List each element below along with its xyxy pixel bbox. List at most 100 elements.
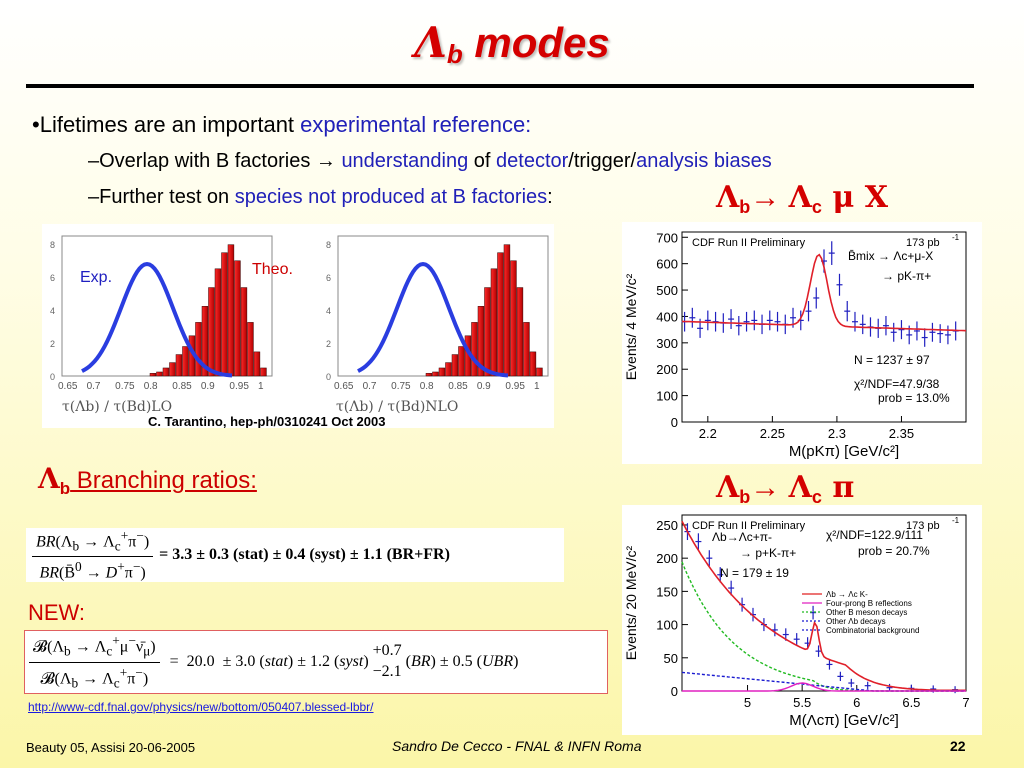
x-tick-label: 0.7 [363,381,377,392]
x-tick-label: 2.25 [760,426,785,441]
y-tick-label: 0 [326,372,331,382]
histogram-bar [490,268,498,377]
y-tick-label: 100 [656,618,678,633]
annotation-yield: N = 1237 ± 97 [854,353,930,367]
x-tick-label: 0.85 [448,381,468,392]
histogram-bar [175,354,183,377]
histogram-bar [536,367,543,377]
plot-luminosity: 173 pb [906,237,940,249]
legend-entry: Combinatorial background [826,626,919,635]
experimental-curve [81,261,233,378]
y-tick-label: 400 [656,309,678,324]
lifetime-panel: 8 6 4 2 0 0.65 0.7 0.75 0.8 0.85 0.9 0.95 1 8 6 4 2 0 0.6… [42,224,554,429]
y-tick-label: 300 [656,336,678,351]
decay-label-hadronic: Λb→ Λc π [716,470,855,507]
annotation-decay: Λb→Λc+π- [712,530,772,544]
plot-title: CDF Run II Preliminary [692,237,806,249]
histogram-bar [477,306,485,377]
x-tick-label: 2.35 [889,426,914,441]
x-tick-label: 2.3 [828,426,846,441]
footer-page-number: 22 [950,738,966,754]
plot-title: CDF Run II Preliminary [692,520,806,532]
legend-entry: Four-prong B reflections [826,599,912,608]
theo-label: Theo. [252,261,293,278]
plot-lambda-c-pi-mass-svg: 0 50 100 150 200 250 5 5.5 6 6.5 7 CDF Run II Preli… [623,514,970,729]
reference-link[interactable]: http://www-cdf.fnal.gov/physics/new/bott… [28,700,374,714]
plot-luminosity-exponent: -1 [952,516,960,525]
fit-curve [681,253,967,332]
y-tick-label: 0 [671,415,678,430]
histogram-bar [247,322,254,377]
bullet-overlap: –Overlap with B factories → understandin… [88,150,772,172]
histogram-bar [260,367,267,377]
fit-curve [681,520,966,692]
histogram-bar [497,252,504,377]
histogram-bar [432,371,439,377]
xlabel-nlo: τ(Λb) / τ(Bd)NLO [336,399,458,415]
histogram-bar [214,268,222,377]
y-tick-label: 2 [50,339,55,349]
histogram-bar [438,367,446,377]
histogram-bar [149,373,157,377]
x-tick-label: 0.65 [58,381,78,392]
title-divider [26,84,974,88]
histogram-bar [503,244,511,377]
x-tick-label: 6.5 [902,695,920,710]
x-axis-label: M(Λcπ) [GeV/c²] [789,712,899,729]
histogram-bar [221,252,228,377]
histogram-bar [529,351,537,377]
histogram-bar [451,354,459,377]
x-tick-label: 0.8 [420,381,434,392]
histogram-bar [510,260,517,377]
y-tick-label: 500 [656,283,678,298]
histogram-bar [227,244,235,377]
histogram-bar [253,351,261,377]
y-tick-label: 200 [656,551,678,566]
plot-lambda-c-mass-svg: 0 100 200 300 400 500 600 700 2.2 2.25 2.3 2.35 CDF … [623,230,967,460]
histogram-bar [208,287,215,377]
new-label: NEW: [28,600,86,625]
y-tick-label: 2 [326,339,331,349]
legend-line-1: B̄mix → Λc+μ-X [848,249,933,263]
citation: C. Tarantino, hep-ph/0310241 Oct 2003 [148,414,385,428]
annotation-prob: prob = 13.0% [878,391,950,405]
y-tick-label: 8 [50,240,55,250]
x-tick-label: 2.2 [699,426,717,441]
plot-frame [681,514,967,692]
formula-br-ratio-semileptonic: 𝓑(Λb → Λc+μ−ν̄μ) 𝓑(Λb → Λc+π−) = 20.0 ± 3… [24,630,608,694]
x-tick-label: 0.75 [391,381,411,392]
xlabel-lo: τ(Λb) / τ(Bd)LO [62,399,172,415]
experimental-curve [357,261,509,378]
histogram-bar [471,322,478,377]
y-tick-label: 0 [671,684,678,699]
y-tick-label: 8 [326,240,331,250]
x-tick-label: 7 [962,695,969,710]
branching-heading: Λb Branching ratios: [38,462,257,498]
x-tick-label: 0.75 [115,381,135,392]
x-tick-label: 5.5 [793,695,811,710]
component-other-b-decays [681,561,966,692]
plot-lambda-c-mass: 0 100 200 300 400 500 600 700 2.2 2.25 2.3 2.35 CDF … [622,222,982,464]
histogram-bar [516,287,524,377]
histogram-bar [162,367,170,377]
x-tick-label: 0.7 [87,381,101,392]
y-tick-label: 6 [326,273,331,283]
histogram-bar [169,362,176,377]
plot-luminosity: 173 pb [906,520,940,532]
histogram-bar [523,322,530,377]
histogram-bar [484,287,491,377]
plot-luminosity-exponent: -1 [952,233,960,242]
histogram-bar [425,373,433,377]
annotation-subdecay: → p+K-π+ [740,546,796,560]
x-tick-label: 0.65 [334,381,354,392]
y-tick-label: 100 [656,389,678,404]
histogram-bar [445,362,452,377]
x-tick-label: 0.9 [201,381,215,392]
footer-author: Sandro De Cecco - FNAL & INFN Roma [392,738,642,754]
bullet-further-test: –Further test on species not produced at… [88,186,553,208]
legend-entry: Λb → Λc K- [826,590,868,599]
y-tick-label: 150 [656,584,678,599]
y-tick-label: 4 [326,306,331,316]
x-tick-label: 1 [534,381,540,392]
